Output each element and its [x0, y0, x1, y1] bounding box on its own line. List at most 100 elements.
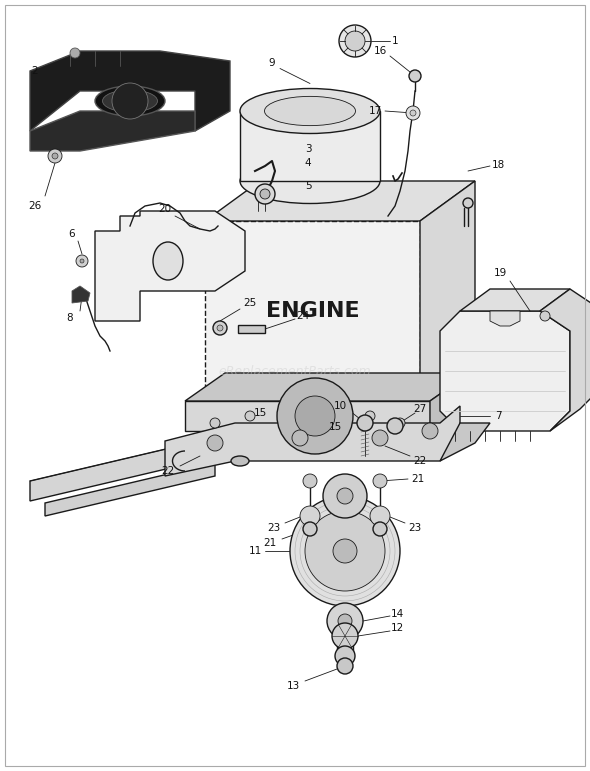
Text: 12: 12 [391, 623, 404, 633]
Text: 25: 25 [243, 298, 257, 308]
Text: 6: 6 [68, 229, 76, 239]
Circle shape [260, 189, 270, 199]
Circle shape [410, 110, 416, 116]
Circle shape [463, 198, 473, 208]
Circle shape [290, 496, 400, 606]
Circle shape [112, 83, 148, 119]
Text: 3: 3 [304, 144, 312, 154]
Circle shape [303, 474, 317, 488]
Circle shape [357, 415, 373, 431]
Polygon shape [540, 289, 590, 431]
Text: 1: 1 [392, 36, 398, 46]
Polygon shape [45, 463, 215, 516]
Ellipse shape [240, 89, 380, 133]
Polygon shape [205, 221, 420, 401]
Text: 23: 23 [267, 523, 281, 533]
Circle shape [255, 184, 275, 204]
Text: 18: 18 [491, 160, 504, 170]
Polygon shape [490, 311, 520, 326]
Circle shape [292, 430, 308, 446]
Circle shape [333, 539, 357, 563]
Polygon shape [420, 181, 475, 401]
Text: 14: 14 [391, 609, 404, 619]
Circle shape [372, 430, 388, 446]
Polygon shape [165, 406, 460, 476]
Polygon shape [185, 401, 430, 431]
Text: 15: 15 [329, 422, 342, 432]
Text: 21: 21 [263, 538, 277, 548]
Circle shape [422, 423, 438, 439]
Text: eReplacementParts.com: eReplacementParts.com [219, 365, 371, 378]
Text: 16: 16 [373, 46, 386, 56]
Circle shape [70, 48, 80, 58]
Circle shape [52, 153, 58, 159]
Circle shape [277, 378, 353, 454]
Ellipse shape [95, 86, 165, 116]
Text: 9: 9 [268, 59, 276, 69]
Text: 23: 23 [408, 523, 422, 533]
Text: 19: 19 [493, 268, 507, 278]
Circle shape [332, 623, 358, 649]
Circle shape [213, 321, 227, 335]
Circle shape [305, 511, 385, 591]
Polygon shape [205, 181, 475, 221]
Circle shape [345, 31, 365, 51]
Polygon shape [72, 286, 90, 303]
Polygon shape [460, 289, 570, 311]
Polygon shape [238, 325, 265, 333]
Ellipse shape [103, 90, 158, 112]
Circle shape [327, 603, 363, 639]
Circle shape [337, 488, 353, 504]
Circle shape [300, 506, 320, 526]
Text: 20: 20 [159, 204, 172, 214]
Text: 21: 21 [411, 474, 425, 484]
Polygon shape [440, 423, 490, 461]
Circle shape [373, 522, 387, 536]
Polygon shape [30, 51, 230, 131]
Text: 5: 5 [304, 181, 312, 191]
Text: 17: 17 [368, 106, 382, 116]
Text: 10: 10 [333, 401, 346, 411]
Circle shape [245, 411, 255, 421]
Text: 11: 11 [248, 546, 261, 556]
Circle shape [303, 522, 317, 536]
Polygon shape [430, 373, 470, 431]
Polygon shape [440, 311, 570, 431]
Text: 26: 26 [28, 201, 42, 211]
Circle shape [337, 658, 353, 674]
Circle shape [406, 106, 420, 120]
Circle shape [295, 396, 335, 436]
Circle shape [339, 25, 371, 57]
Circle shape [217, 325, 223, 331]
Circle shape [338, 614, 352, 628]
Text: 8: 8 [67, 313, 73, 323]
Polygon shape [30, 111, 195, 151]
Circle shape [373, 474, 387, 488]
Circle shape [395, 418, 405, 428]
Polygon shape [30, 441, 200, 501]
Circle shape [335, 646, 355, 666]
Circle shape [210, 418, 220, 428]
Text: 24: 24 [296, 311, 310, 321]
Circle shape [76, 255, 88, 267]
Ellipse shape [153, 242, 183, 280]
Circle shape [365, 411, 375, 421]
Text: 22: 22 [162, 466, 175, 476]
Circle shape [387, 418, 403, 434]
Circle shape [409, 70, 421, 82]
Text: 4: 4 [304, 158, 312, 168]
Circle shape [323, 474, 367, 518]
Text: 7: 7 [494, 411, 501, 421]
Ellipse shape [264, 96, 356, 126]
Text: 27: 27 [414, 404, 427, 414]
Circle shape [80, 259, 84, 263]
Polygon shape [240, 111, 380, 181]
Circle shape [207, 435, 223, 451]
Text: 13: 13 [286, 681, 300, 691]
Text: 15: 15 [253, 408, 267, 418]
Ellipse shape [240, 159, 380, 204]
Circle shape [540, 311, 550, 321]
Ellipse shape [231, 456, 249, 466]
Text: ENGINE: ENGINE [266, 301, 359, 321]
Polygon shape [185, 373, 470, 401]
